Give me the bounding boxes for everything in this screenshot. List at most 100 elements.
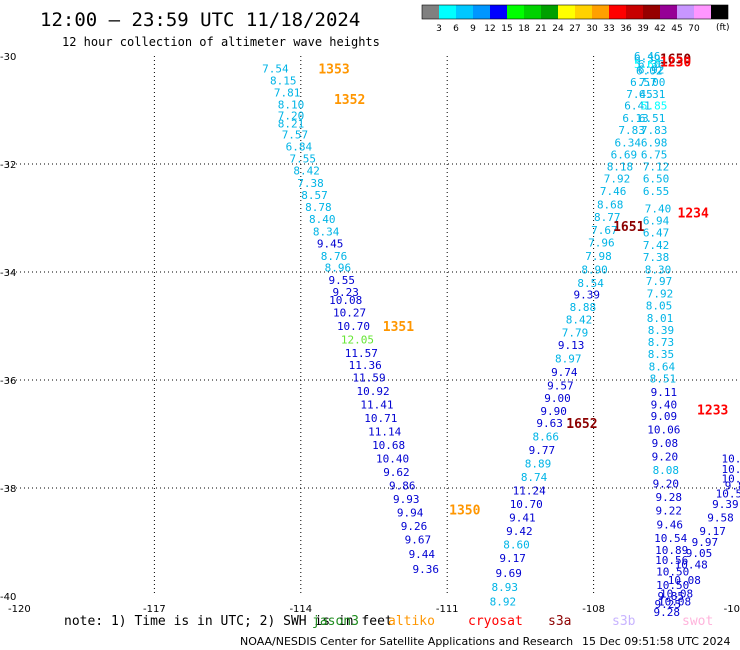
pass-label: 1350 [449,504,480,519]
wave-height-value: 7.38 [643,251,670,264]
color-scale-legend: 3 6 9 12 15 18 21 24 27 30 33 36 39 42 45 70 [421,4,729,34]
wave-height-value: 9.11 [651,386,678,399]
wave-height-value: 8.68 [597,199,624,212]
wave-height-value: 6.31 [639,88,666,101]
wave-height-value: 9.67 [405,533,432,546]
wave-height-value: 9.74 [551,366,578,379]
wave-height-value: 7.00 [639,76,666,89]
legend-swatch [456,5,473,19]
wave-height-value: 10.71 [364,412,397,425]
satellite-name: altiko [388,614,435,629]
wave-height-value: 6.57 [630,76,657,89]
legend-swatch [541,5,558,19]
legend-swatch [626,5,643,19]
wave-height-value: 9.90 [540,405,567,418]
legend-tick-label: 70 [688,24,700,34]
wave-height-value: 11.36 [349,359,382,372]
wave-height-value: 9.97 [692,536,719,549]
legend-tick-label: 27 [569,24,580,34]
wave-height-value: 9.40 [651,398,678,411]
wave-height-value: 7.55 [290,153,317,166]
legend-swatch [694,5,711,19]
wave-height-value: 8.18 [607,161,634,174]
y-tick-label: -38 [0,484,16,495]
wave-height-value: 7.45 [626,88,653,101]
legend-tick-label: 30 [586,24,598,34]
wave-height-value: 7.92 [604,173,631,186]
wave-height-value: 6.94 [643,215,670,228]
wave-height-value: 7.83 [618,124,645,137]
wave-height-value: 9.09 [651,410,678,423]
wave-height-value: 8.05 [646,299,673,312]
wave-height-value: 8.30 [645,263,672,276]
legend-tick-label: 15 [501,24,512,34]
wave-height-value: 11.57 [345,347,378,360]
wave-height-value: 6.13 [622,112,649,125]
legend-tick-label: 45 [671,24,682,34]
pass-label: 1353 [318,62,349,77]
legend-swatch [558,5,575,19]
footer-note: note: 1) Time is in UTC; 2) SWH is in fe… [64,614,393,629]
wave-height-value: 11.59 [353,371,386,384]
wave-height-value: 8.93 [492,581,519,594]
footer-timestamp: 15 Dec 09:51:58 UTC 2024 [582,635,730,648]
satellite-name: cryosat [468,614,523,629]
wave-height-value: 9.41 [509,512,536,525]
wave-height-value: 8.10 [278,99,305,112]
legend-swatch [473,5,490,19]
wave-height-value: 8.90 [581,263,608,276]
satellite-name: swot [682,614,713,629]
legend-swatch [609,5,626,19]
wave-height-value: 10.92 [356,385,389,398]
x-tick-label: -114 [289,604,312,615]
legend-swatch [507,5,524,19]
wave-height-value: 9.94 [397,506,424,519]
wave-height-value: 9.17 [499,552,526,565]
wave-height-value: 6.75 [641,148,668,161]
y-tick-label: -32 [0,160,16,171]
wave-height-value: 8.15 [270,74,297,87]
legend-tick-label: 9 [470,24,476,34]
wave-height-value: 8.40 [309,213,336,226]
wave-height-value: 8.66 [533,431,560,444]
wave-height-value: 8.74 [521,471,548,484]
legend-unit: (ft) [716,23,730,33]
y-tick-label: -34 [0,268,16,279]
wave-height-value: 10.00 [721,452,740,465]
legend-swatch [677,5,694,19]
wave-height-value: 9.93 [393,493,420,506]
wave-height-value: 7.81 [274,87,301,100]
wave-height-value: 6.41 [624,100,651,113]
wave-height-value: 9.25 [655,598,682,611]
footer-credit: NOAA/NESDIS Center for Satellite Applica… [240,635,573,648]
pass-label: 1233 [697,404,728,419]
wave-height-value: 7.98 [585,250,612,263]
wave-height-value: 9.28 [654,606,681,619]
legend-tick-label: 18 [518,24,530,34]
legend-frame [421,4,729,20]
wave-height-value: 6.92 [638,64,665,77]
wave-height-value: 6.34 [615,136,642,149]
wave-height-value: 7.12 [643,161,670,174]
legend-tick-label: 24 [552,24,564,34]
wave-height-value: 7.92 [647,288,674,301]
wave-height-value: 8.21 [278,118,305,131]
wave-height-value: 6.39 [634,53,661,66]
legend-swatch [660,5,677,19]
wave-height-value: 8.97 [555,352,582,365]
wave-height-value: 8.34 [313,226,340,239]
x-axis-ticks: -120 -117 -114 -111 -108 -10 [8,604,740,615]
x-tick-label: -10 [724,604,740,615]
wave-height-value: 6.98 [641,136,668,149]
wave-height-value: 9.46 [656,519,683,532]
wave-height-value: 7.42 [643,239,670,252]
wave-height-value: 8.78 [305,201,332,214]
wave-height-value: 8.88 [570,301,597,314]
wave-height-value: 8.35 [648,348,675,361]
wave-height-value: 10.08 [658,595,691,608]
wave-height-value: 8.57 [301,189,328,202]
x-tick-label: -108 [582,604,605,615]
wave-height-value: 9.86 [725,479,740,492]
wave-height-value: 10.08 [660,587,693,600]
wave-height-value: 10.89 [655,544,688,557]
